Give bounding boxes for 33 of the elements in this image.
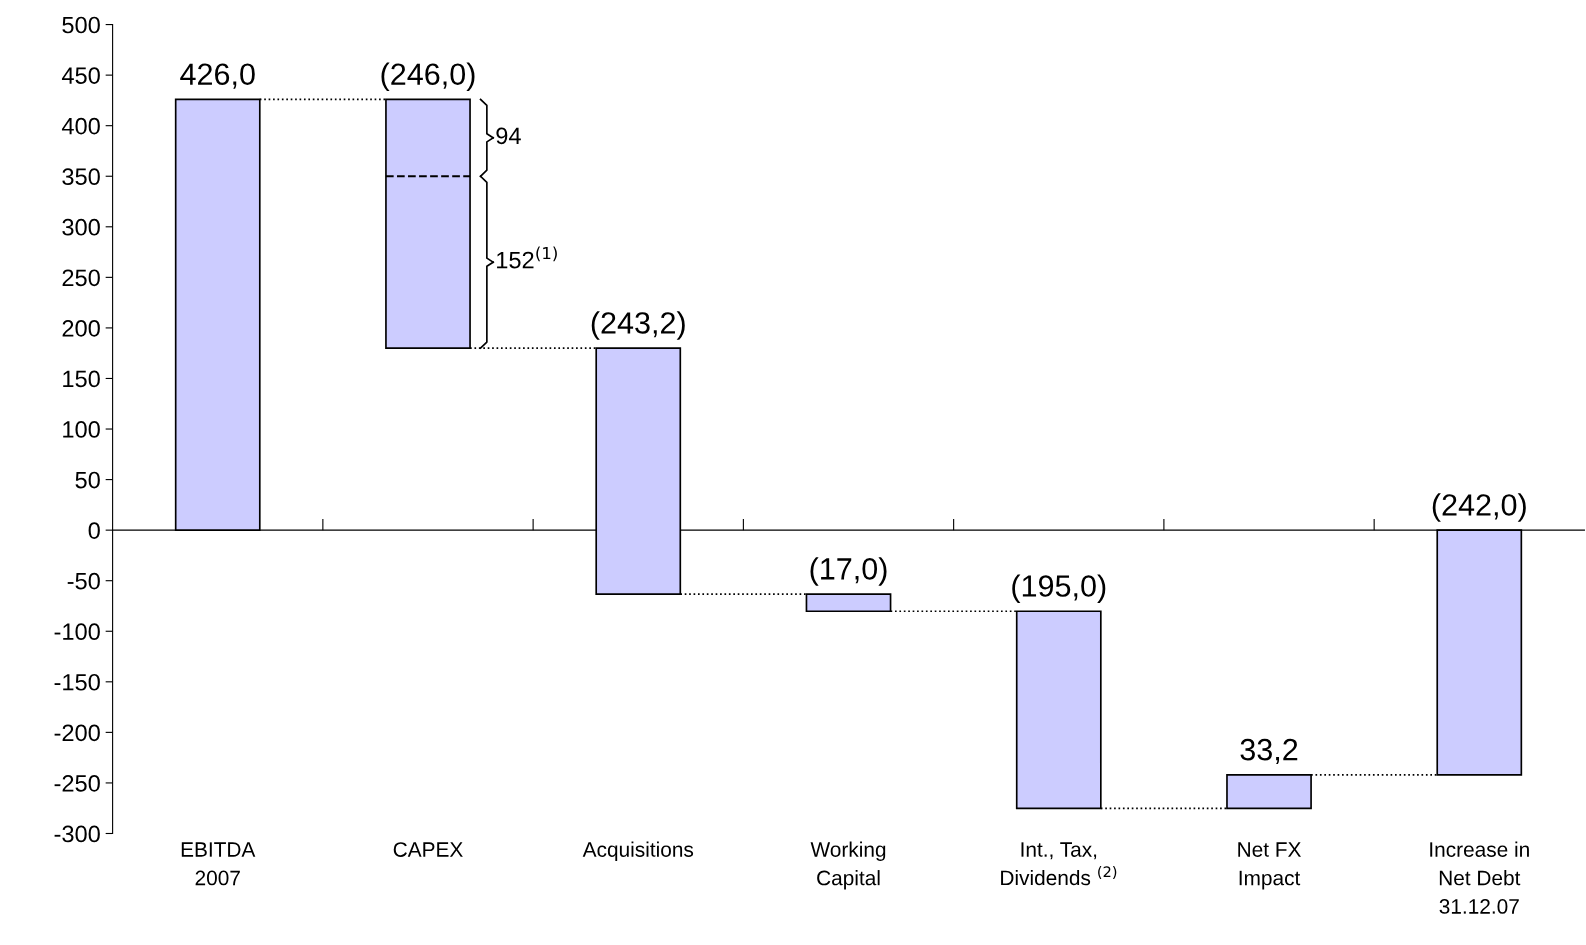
data-label: (195,0): [1012, 574, 1106, 603]
data-label: 33,2: [1240, 738, 1298, 765]
y-tick-label: -150: [54, 673, 100, 691]
x-tick-label: Increase in Net Debt 31.12.07: [1430, 841, 1529, 914]
x-tick-label: Int., Tax, Dividends $^{(2)}$: [1001, 842, 1117, 886]
data-label: (246,0): [381, 62, 475, 92]
y-tick-label: -250: [54, 775, 100, 792]
data-label: (242,0): [1432, 493, 1526, 522]
x-tick-label: Net FX Impact: [1238, 842, 1301, 890]
y-tick-label: 300: [62, 218, 100, 236]
y-tick-label: -300: [54, 825, 100, 843]
y-tick-label: 100: [63, 421, 100, 438]
y-tick-label: -200: [54, 724, 100, 742]
y-tick-label: -100: [54, 623, 100, 641]
y-tick-label: 500: [62, 16, 100, 34]
x-tick-label: EBITDA 2007: [181, 842, 256, 886]
x-tick-label: Acquisitions: [582, 841, 694, 861]
x-tick-label: CAPEX: [393, 842, 463, 857]
y-tick-label: 200: [62, 319, 100, 337]
y-tick-label: 250: [62, 269, 100, 287]
y-tick-label: 350: [62, 168, 100, 186]
data-label: (243,2): [591, 311, 685, 340]
annotation: 152$^{(1)}$: [497, 246, 557, 269]
data-label: (17,0): [810, 557, 887, 586]
x-tick-label: Working Capital: [810, 841, 886, 890]
y-tick-label: 450: [61, 67, 100, 84]
y-tick-label: 150: [63, 370, 100, 388]
y-tick-label: 50: [75, 471, 100, 489]
annotation: 94: [496, 127, 521, 145]
y-tick-label: -50: [67, 572, 100, 590]
y-tick-label: 0: [88, 522, 100, 539]
y-tick-label: 400: [61, 117, 100, 135]
data-label: 426,0: [180, 63, 255, 89]
